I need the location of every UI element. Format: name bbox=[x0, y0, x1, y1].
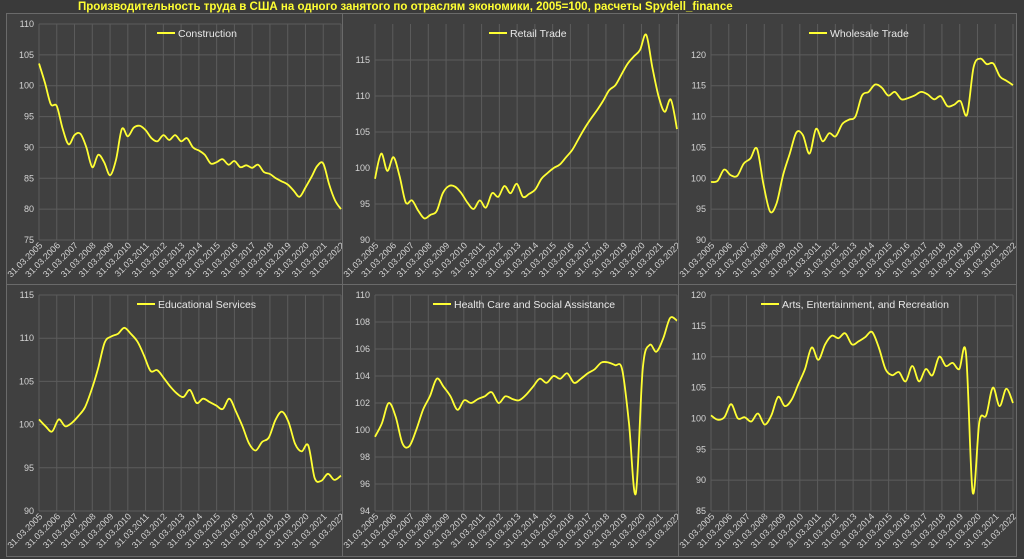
y-tick-label: 105 bbox=[691, 142, 706, 152]
chart-panel-wholesale-trade: 90 95 100 105 110 115 120 31.03.2005 31.03.2006 3… bbox=[678, 13, 1017, 286]
y-tick-label: 115 bbox=[356, 55, 370, 65]
y-tick-label: 95 bbox=[696, 444, 706, 454]
legend-label: Wholesale Trade bbox=[830, 28, 909, 40]
chart-panel-health-care: 94 96 98 100 102 104 106 108 110 31.03.2005 31.03.… bbox=[342, 284, 681, 557]
y-tick-label: 95 bbox=[24, 112, 34, 122]
chart-panel-educational-services: 90 95 100 105 110 115 31.03.2005 31.03.2006 31.0… bbox=[6, 284, 345, 557]
y-tick-label: 120 bbox=[691, 290, 706, 300]
y-tick-label: 95 bbox=[360, 199, 370, 209]
legend-label: Construction bbox=[178, 28, 237, 40]
chart-svg: 909510010511011531.03.200531.03.200631.0… bbox=[7, 290, 344, 550]
y-tick-label: 90 bbox=[696, 475, 706, 485]
y-tick-label: 90 bbox=[696, 235, 706, 245]
chart-panel-arts-entertainment: 85 90 95 100 105 110 115 120 31.03.2005 31.03.200… bbox=[678, 284, 1017, 557]
y-tick-label: 90 bbox=[360, 235, 370, 245]
y-tick-label: 85 bbox=[24, 173, 34, 183]
y-tick-label: 106 bbox=[355, 344, 370, 354]
chart-svg: 94969810010210410610811031.03.200531.03.… bbox=[343, 290, 680, 550]
y-tick-label: 105 bbox=[19, 50, 34, 60]
y-tick-label: 100 bbox=[691, 413, 706, 423]
y-tick-label: 115 bbox=[20, 290, 34, 300]
y-tick-label: 115 bbox=[692, 81, 706, 91]
y-tick-label: 75 bbox=[24, 235, 34, 245]
y-tick-label: 100 bbox=[19, 420, 34, 430]
y-tick-label: 115 bbox=[692, 321, 706, 331]
y-tick-label: 110 bbox=[692, 112, 706, 122]
y-tick-label: 95 bbox=[696, 204, 706, 214]
y-tick-label: 100 bbox=[19, 81, 34, 91]
y-tick-label: 102 bbox=[355, 398, 370, 408]
y-tick-label: 110 bbox=[20, 333, 34, 343]
legend-label: Health Care and Social Assistance bbox=[454, 299, 615, 311]
y-tick-label: 110 bbox=[356, 290, 370, 300]
series-line bbox=[38, 63, 342, 210]
y-tick-label: 80 bbox=[24, 204, 34, 214]
y-tick-label: 85 bbox=[696, 506, 706, 516]
y-tick-label: 100 bbox=[691, 173, 706, 183]
y-tick-label: 100 bbox=[355, 163, 370, 173]
y-tick-label: 110 bbox=[20, 19, 34, 29]
y-tick-label: 100 bbox=[355, 425, 370, 435]
y-tick-label: 98 bbox=[360, 452, 370, 462]
series-line bbox=[710, 57, 1014, 214]
series-line bbox=[374, 33, 678, 220]
chart-svg: 909510010511011531.03.200531.03.200631.0… bbox=[343, 24, 680, 279]
y-tick-label: 108 bbox=[355, 317, 370, 327]
y-tick-label: 94 bbox=[360, 506, 370, 516]
legend-label: Educational Services bbox=[158, 299, 256, 311]
series-line bbox=[38, 326, 342, 483]
legend-label: Arts, Entertainment, and Recreation bbox=[782, 299, 949, 311]
chart-svg: 85909510010511011512031.03.200531.03.200… bbox=[679, 290, 1016, 550]
series-line bbox=[374, 316, 678, 496]
series-line bbox=[710, 330, 1014, 495]
chart-panel-retail-trade: 90 95 100 105 110 115 31.03.2005 31.03.2006 31.0… bbox=[342, 13, 681, 286]
y-tick-label: 120 bbox=[691, 50, 706, 60]
chart-main-title: Производительность труда в США на одного… bbox=[78, 1, 733, 13]
y-tick-label: 110 bbox=[356, 91, 370, 101]
y-tick-label: 104 bbox=[355, 371, 370, 381]
y-tick-label: 96 bbox=[360, 479, 370, 489]
y-tick-label: 105 bbox=[355, 127, 370, 137]
y-tick-label: 90 bbox=[24, 506, 34, 516]
chart-svg: 758085909510010511031.03.200531.03.20063… bbox=[7, 19, 344, 279]
chart-svg: 909510010511011512031.03.200531.03.20063… bbox=[679, 24, 1016, 279]
y-tick-label: 90 bbox=[24, 142, 34, 152]
y-tick-label: 95 bbox=[24, 463, 34, 473]
legend-label: Retail Trade bbox=[510, 28, 567, 40]
chart-panel-construction: 75 80 85 90 95 100 105 110 31.03.2005 31.03.2006 3… bbox=[6, 13, 345, 286]
y-tick-label: 105 bbox=[691, 383, 706, 393]
y-tick-label: 110 bbox=[692, 352, 706, 362]
y-tick-label: 105 bbox=[19, 376, 34, 386]
